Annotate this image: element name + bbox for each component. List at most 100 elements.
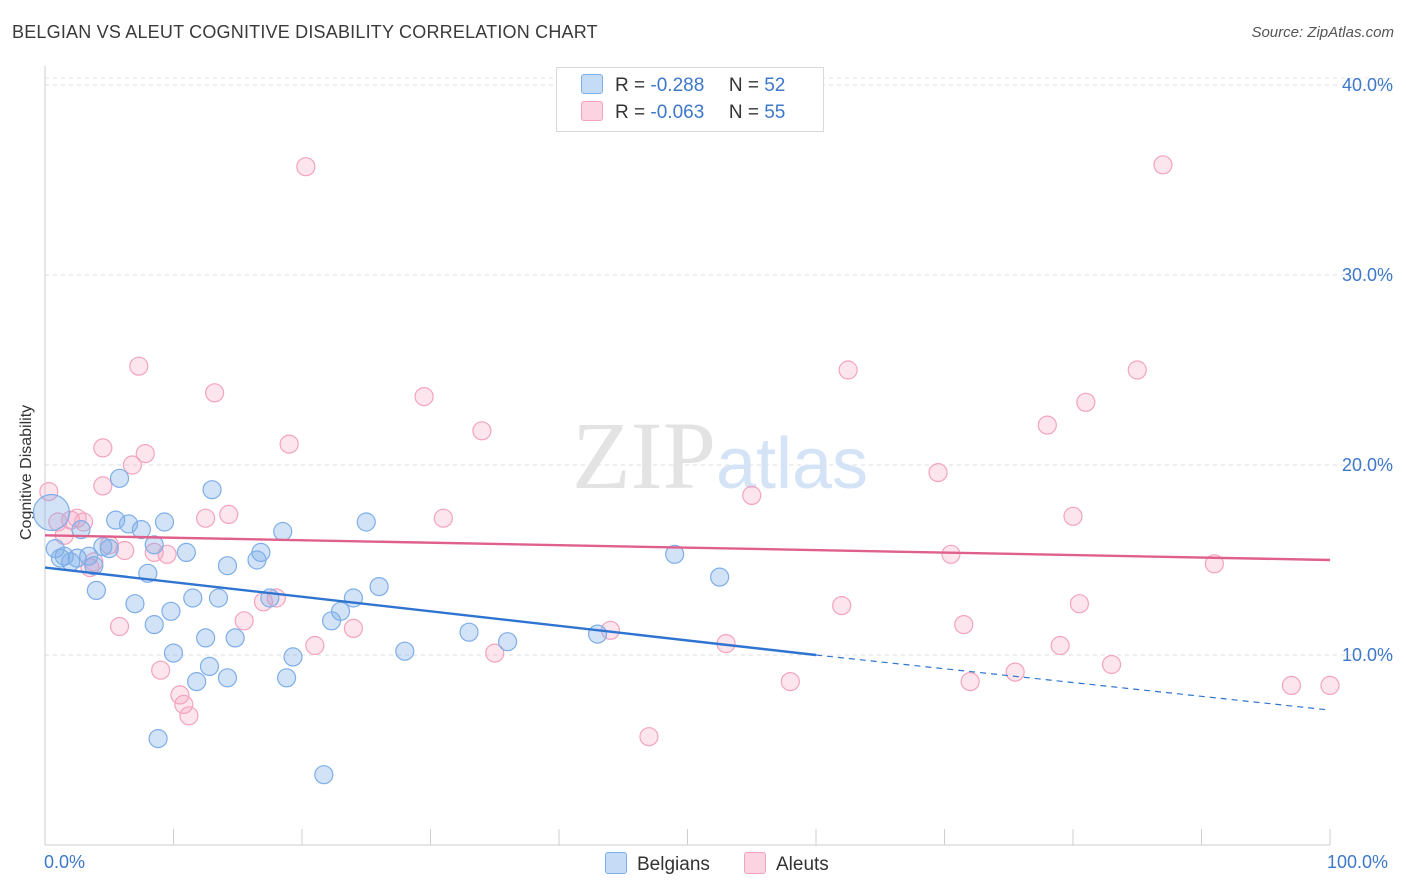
- aleuts-point: [343, 618, 363, 639]
- aleuts-point: [305, 635, 325, 656]
- aleuts-point: [109, 616, 130, 637]
- aleuts-point: [960, 671, 980, 692]
- aleuts-point: [838, 360, 858, 380]
- aleuts-point: [205, 383, 225, 403]
- aleuts-point: [472, 421, 492, 441]
- aleuts-point: [135, 444, 155, 464]
- belgians-point: [587, 624, 608, 644]
- legend-swatch-belgians: [581, 74, 603, 94]
- belgians-point: [106, 510, 126, 530]
- aleuts-point: [279, 434, 299, 454]
- belgians-point: [148, 728, 168, 749]
- y-tick-label: 10.0%: [1342, 645, 1393, 665]
- aleuts-point: [115, 540, 135, 561]
- belgians-point: [109, 468, 130, 488]
- belgians-point: [459, 622, 479, 642]
- aleuts-point: [1153, 155, 1173, 175]
- watermark-zip: ZIP: [572, 402, 716, 509]
- aleuts-point: [174, 694, 194, 715]
- belgians-point: [144, 535, 164, 555]
- belgians-point: [208, 588, 229, 608]
- belgians-point: [125, 594, 145, 614]
- aleuts-point: [742, 485, 762, 505]
- aleuts-point: [780, 671, 800, 692]
- aleuts-point: [1320, 675, 1340, 696]
- belgians-point: [84, 556, 104, 576]
- series-name-belgians: Belgians: [637, 854, 710, 875]
- belgians-point: [225, 628, 245, 648]
- belgians-point: [154, 512, 175, 532]
- aleuts-point: [941, 544, 961, 564]
- belgians-point: [356, 512, 376, 532]
- aleuts-point: [485, 643, 505, 663]
- legend-n-value-aleuts: 55: [764, 102, 786, 123]
- aleuts-point: [93, 476, 113, 496]
- aleuts-point: [1281, 675, 1302, 696]
- chart-title: BELGIAN VS ALEUT COGNITIVE DISABILITY CO…: [12, 22, 598, 42]
- legend-row-belgians: R = -0.288 N = 52: [581, 74, 785, 100]
- belgians-points: [32, 468, 730, 785]
- aleuts-point: [234, 611, 254, 631]
- belgians-point: [32, 493, 71, 532]
- y-tick-label: 20.0%: [1342, 455, 1393, 475]
- aleuts-point: [1037, 415, 1057, 435]
- axes: [44, 66, 1331, 846]
- correlation-legend: R = -0.288 N = 52 R = -0.063 N = 55: [556, 67, 824, 132]
- belgians-point: [710, 567, 730, 587]
- aleuts-point: [433, 508, 453, 528]
- aleuts-point: [151, 660, 171, 680]
- legend-r-label: R =: [615, 102, 646, 123]
- belgians-point: [217, 668, 238, 688]
- aleuts-point: [73, 512, 94, 532]
- belgians-point: [251, 542, 271, 563]
- legend-n-label: N =: [728, 75, 759, 96]
- aleuts-point: [832, 595, 852, 616]
- belgians-point: [79, 546, 99, 566]
- belgians-point: [273, 521, 293, 542]
- belgians-point: [314, 765, 334, 785]
- aleuts-point: [1204, 554, 1224, 574]
- aleuts-point: [170, 685, 190, 705]
- legend-r-label: R =: [615, 75, 646, 96]
- belgians-point: [176, 542, 196, 563]
- x-tick-label-min: 0.0%: [44, 852, 86, 872]
- legend-row-aleuts: R = -0.063 N = 55: [581, 101, 785, 127]
- aleuts-point: [1076, 392, 1096, 412]
- aleuts-point: [157, 544, 177, 564]
- watermark: ZIPatlas: [572, 402, 868, 509]
- belgians-point: [183, 588, 203, 608]
- belgians-point: [395, 641, 415, 661]
- legend-swatch-aleuts: [581, 101, 603, 121]
- aleuts-point: [1101, 654, 1122, 675]
- aleuts-point: [122, 455, 142, 475]
- belgians-point: [369, 576, 389, 597]
- belgians-point: [161, 601, 181, 621]
- aleuts-point: [1069, 594, 1090, 614]
- aleuts-point: [1050, 635, 1070, 656]
- trend-lines: [44, 534, 1331, 711]
- belgians-point: [196, 628, 216, 648]
- x-tick-label-max: 100.0%: [1327, 852, 1389, 872]
- aleuts-point: [928, 463, 948, 483]
- aleuts-point: [179, 706, 199, 726]
- y-tick-labels: 10.0% 20.0% 30.0% 40.0%: [1342, 75, 1393, 665]
- belgians-point: [99, 538, 119, 559]
- belgians-point: [131, 519, 151, 540]
- aleuts-point: [1005, 662, 1025, 682]
- chart-source: Source: ZipAtlas.com: [1251, 24, 1394, 41]
- belgians-point: [71, 519, 91, 540]
- legend-n-value-belgians: 52: [764, 75, 786, 96]
- aleuts-point: [93, 438, 113, 458]
- legend-n-label: N =: [728, 102, 759, 123]
- y-tick-label: 40.0%: [1342, 75, 1393, 95]
- aleuts-point: [1127, 360, 1147, 380]
- aleuts-point: [954, 614, 974, 635]
- aleuts-trend-line: [44, 534, 1331, 562]
- series-legend-aleuts: Aleuts: [744, 852, 829, 876]
- aleuts-point: [296, 157, 316, 177]
- series-legend-belgians: Belgians: [605, 852, 710, 876]
- belgians-trend-line: [44, 566, 817, 657]
- y-tick-label: 30.0%: [1342, 265, 1393, 285]
- belgians-point: [498, 632, 518, 652]
